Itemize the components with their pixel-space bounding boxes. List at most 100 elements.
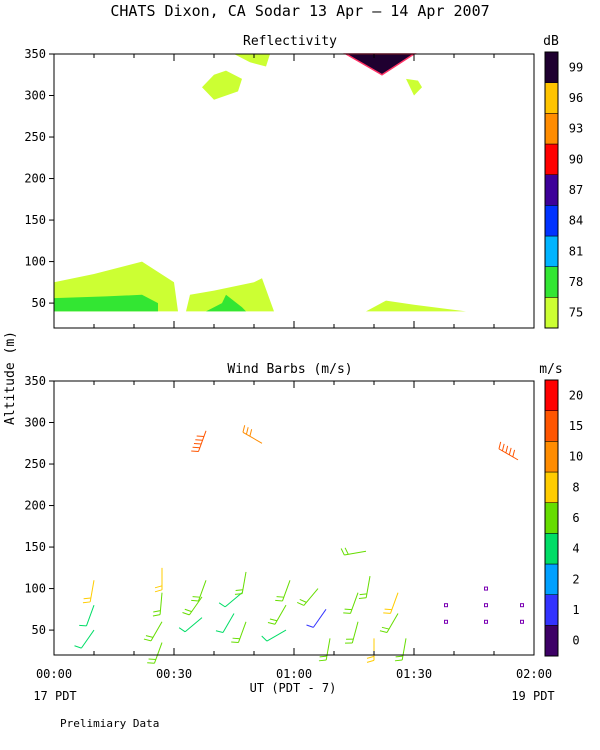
y-tick-label-150: 150 bbox=[24, 540, 46, 554]
wind-barb-feather bbox=[242, 425, 246, 433]
wind-barb-feather bbox=[276, 596, 284, 598]
wind-barb-feather bbox=[234, 593, 243, 595]
colorbar-tick-label: 81 bbox=[569, 244, 583, 258]
colorbar-cell-2 bbox=[544, 563, 559, 595]
colorbar-cell-0 bbox=[544, 625, 559, 657]
wind-barb-feather bbox=[318, 659, 327, 662]
wind-barb bbox=[224, 592, 243, 608]
y-tick-label-100: 100 bbox=[24, 582, 46, 596]
colorbar-cell-4 bbox=[544, 174, 559, 206]
wind-barb-feather bbox=[306, 624, 314, 628]
x-axis-label: UT (PDT - 7) bbox=[250, 681, 337, 695]
reflectivity-region-2 bbox=[186, 278, 274, 312]
colorbar-frame-2 bbox=[544, 379, 559, 657]
wind-barb-feather bbox=[340, 548, 345, 556]
footer-note: Prelimiary Data bbox=[60, 717, 159, 730]
colorbar-tick-label: 93 bbox=[569, 122, 583, 136]
wind-barb-feather bbox=[505, 445, 509, 454]
wind-barb bbox=[241, 571, 247, 594]
calm-marker bbox=[444, 619, 448, 624]
wind-barb bbox=[198, 430, 207, 452]
figure-title: CHATS Dixon, CA Sodar 13 Apr — 14 Apr 20… bbox=[110, 2, 489, 20]
wind-barb bbox=[150, 621, 163, 642]
wind-barb bbox=[274, 604, 287, 625]
colorbar-tick-label: 8 bbox=[572, 480, 579, 494]
y-tick-label-300: 300 bbox=[24, 89, 46, 103]
y-tick-label-150: 150 bbox=[24, 213, 46, 227]
wind-barb-feather bbox=[82, 601, 91, 604]
wind-barb-feather bbox=[145, 635, 154, 638]
reflectivity-region-3 bbox=[206, 294, 246, 312]
wind-barb-feather bbox=[147, 662, 155, 664]
wind-barb-feather bbox=[344, 547, 349, 555]
wind-colorbar: 0 1 2 4 6 8 10 15 20 bbox=[544, 379, 583, 657]
colorbar-tick-label: 84 bbox=[569, 214, 583, 228]
reflectivity-region-7 bbox=[406, 78, 422, 96]
wind-barb-feather bbox=[196, 435, 204, 437]
wind-barb-feather bbox=[261, 635, 268, 642]
wind-barb bbox=[184, 617, 203, 633]
wind-barb bbox=[365, 576, 371, 598]
colorbar-tick-label: 15 bbox=[569, 419, 583, 433]
wind-barb-feather bbox=[178, 627, 186, 633]
wind-barb-feather bbox=[249, 429, 253, 437]
wind-barb bbox=[350, 592, 359, 614]
wind-barb-feather bbox=[192, 596, 200, 598]
colorbar-tick-label: 90 bbox=[569, 152, 583, 166]
wind-barb-feather bbox=[74, 645, 82, 649]
colorbar-tick-label: 1 bbox=[572, 603, 579, 617]
colorbar-cell-2 bbox=[544, 235, 559, 267]
wind-barb-feather bbox=[299, 598, 307, 603]
wind-barb bbox=[159, 592, 163, 615]
wind-barb-feather bbox=[319, 655, 327, 658]
colorbar-tick-label: 96 bbox=[569, 91, 583, 105]
colorbar-tick-label: 99 bbox=[569, 60, 583, 74]
reflectivity-region-4 bbox=[366, 300, 466, 312]
wind-barb-feather bbox=[512, 449, 516, 458]
colorbar-tick-label: 6 bbox=[572, 511, 579, 525]
wind-barb bbox=[242, 431, 263, 444]
colorbar-cell-6 bbox=[544, 113, 559, 145]
y-tick-label-100: 100 bbox=[24, 255, 46, 269]
wind-panel-title: Wind Barbs (m/s) bbox=[227, 362, 352, 377]
wind-barb-feather bbox=[231, 641, 239, 643]
wind-barb-feather bbox=[267, 621, 276, 625]
wind-barb-feather bbox=[143, 638, 152, 642]
wind-barbs bbox=[74, 425, 524, 664]
wind-barb-feather bbox=[153, 610, 161, 613]
colorbar-tick-label: 20 bbox=[569, 388, 583, 402]
colorbar-tick-label: 75 bbox=[569, 306, 583, 320]
calm-marker bbox=[484, 603, 488, 608]
wind-barb bbox=[188, 596, 203, 616]
wind-barb-feather bbox=[366, 655, 375, 659]
wind-barb-feather bbox=[184, 608, 192, 613]
wind-barb-feather bbox=[191, 450, 199, 452]
wind-barb-feather bbox=[344, 608, 352, 611]
y-tick-label-200: 200 bbox=[24, 499, 46, 513]
y-tick-label-250: 250 bbox=[24, 130, 46, 144]
wind-barb-feather bbox=[395, 655, 403, 658]
wind-barb bbox=[390, 592, 399, 614]
reflectivity-axes: 50 100 150 200 250 300 350 bbox=[24, 47, 535, 329]
wind-barb-feather bbox=[383, 612, 391, 614]
wind-barb bbox=[154, 642, 163, 664]
y-tick-label-50: 50 bbox=[32, 296, 46, 310]
colorbar-cell-8 bbox=[544, 379, 559, 411]
wind-barb-feather bbox=[193, 442, 202, 445]
colorbar-cell-6 bbox=[544, 441, 559, 473]
y-axis-label: Altitude (m) bbox=[3, 331, 18, 425]
wind-barb-feather bbox=[79, 624, 87, 627]
reflectivity-region-1 bbox=[54, 294, 158, 312]
wind-barb bbox=[312, 609, 327, 628]
calm-marker bbox=[520, 603, 524, 608]
wind-barb-feather bbox=[215, 630, 224, 634]
wind-barb-feather bbox=[498, 441, 502, 450]
wind-barb-feather bbox=[384, 608, 392, 611]
wind-barb bbox=[222, 613, 235, 633]
calm-marker bbox=[520, 619, 524, 624]
wind-barb bbox=[80, 629, 95, 649]
wind-barb-feather bbox=[379, 630, 388, 634]
wind-barb-feather bbox=[343, 612, 351, 614]
x-tick-label: 00:30 bbox=[156, 667, 192, 681]
